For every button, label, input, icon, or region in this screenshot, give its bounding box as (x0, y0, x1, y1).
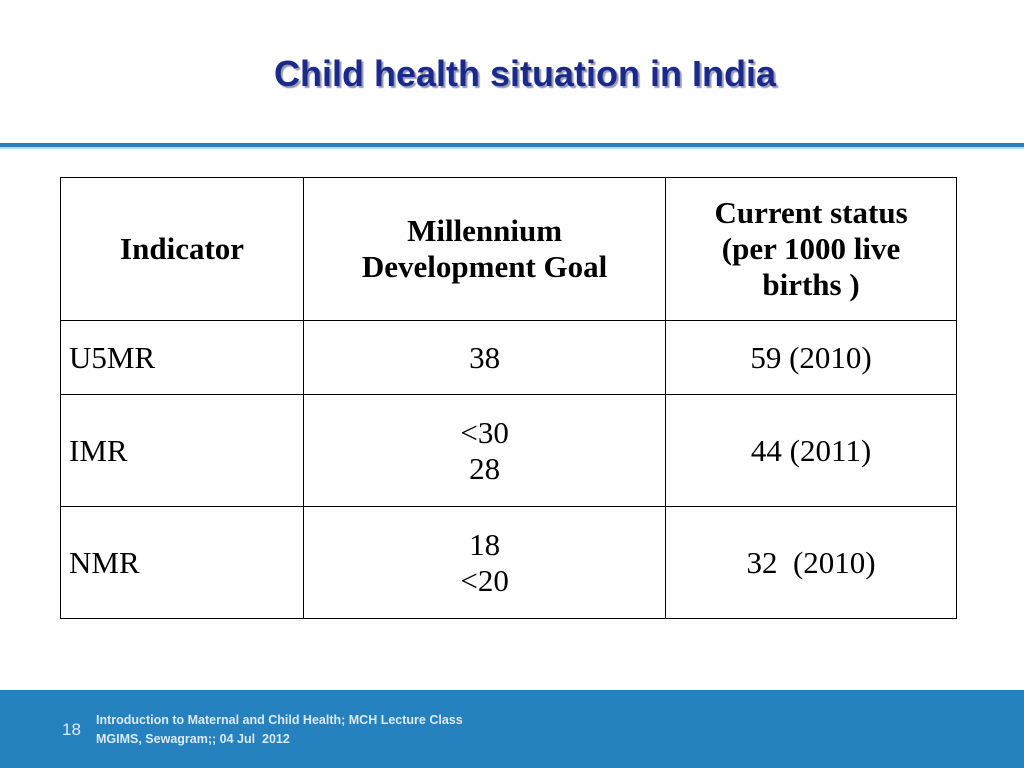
current-value: 32 (2010) (746, 544, 876, 580)
cell-indicator-imr: IMR (59, 394, 305, 507)
cell-current-nmr: 32 (2010) (665, 506, 957, 619)
cell-mdg-nmr: 18 <20 (303, 506, 667, 619)
header-mdg-line1: Millennium (407, 213, 563, 248)
header-mdg-line2: Development Goal (361, 249, 608, 284)
cell-current-imr: 44 (2011) (665, 394, 957, 507)
footer-text: Introduction to Maternal and Child Healt… (96, 711, 463, 749)
cell-current-u5mr: 59 (2010) (665, 320, 957, 395)
footer-line1: Introduction to Maternal and Child Healt… (96, 713, 463, 727)
cell-mdg-u5mr: 38 (303, 320, 667, 395)
header-current-line2: (per 1000 live (721, 231, 901, 266)
footer-band (0, 690, 1024, 768)
header-indicator: Indicator (59, 177, 305, 321)
cell-indicator-nmr: NMR (59, 506, 305, 619)
mdg-value: 38 (469, 339, 501, 375)
title-divider-shadow (0, 147, 1024, 149)
header-current-line3: births ) (762, 267, 860, 302)
table-row: NMR 18 <20 32 (2010) (59, 506, 957, 619)
header-mdg: Millennium Development Goal (303, 177, 667, 321)
table-row: IMR <30 28 44 (2011) (59, 394, 957, 507)
header-current-line1: Current status (714, 195, 908, 230)
table-row: U5MR 38 59 (2010) (59, 320, 957, 395)
mdg-value: 28 (469, 450, 501, 486)
child-health-table: Indicator Millennium Development Goal Cu… (59, 177, 957, 619)
mdg-value: 18 (469, 526, 501, 562)
mdg-value: <20 (460, 562, 509, 598)
title-divider (0, 143, 1024, 147)
header-indicator-label: Indicator (120, 231, 245, 266)
mdg-value: <30 (460, 414, 509, 450)
cell-mdg-imr: <30 28 (303, 394, 667, 507)
footer-line2: MGIMS, Sewagram;; 04 Jul 2012 (96, 732, 290, 746)
table-header-row: Indicator Millennium Development Goal Cu… (59, 177, 957, 321)
page-number: 18 (62, 720, 81, 739)
header-current-status: Current status (per 1000 live births ) (665, 177, 957, 321)
cell-indicator-u5mr: U5MR (59, 320, 305, 395)
slide-title: Child health situation in India (274, 53, 776, 94)
